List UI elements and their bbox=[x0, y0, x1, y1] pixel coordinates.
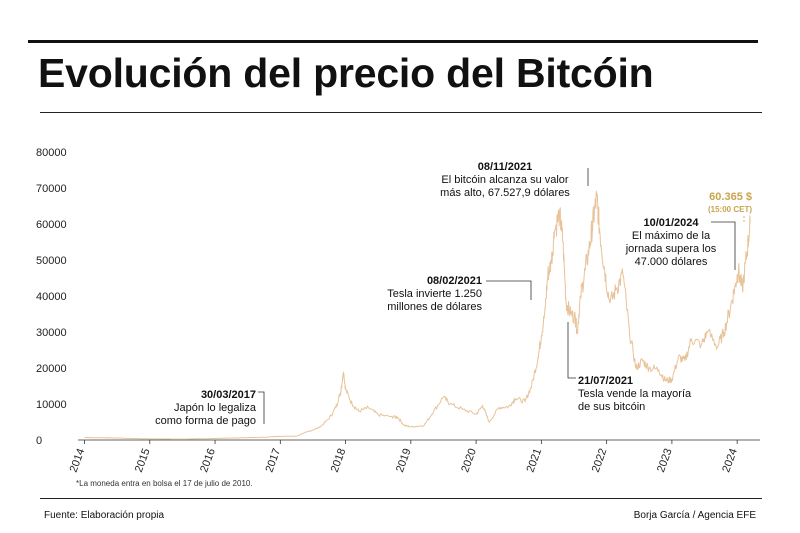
annotation-text: millones de dólares bbox=[387, 301, 482, 313]
annotation-text: El máximo de la bbox=[632, 230, 711, 242]
x-tick-label: 2014 bbox=[68, 447, 88, 474]
annotation-date: 21/07/2021 bbox=[578, 375, 633, 387]
annotation-leader-line bbox=[711, 221, 736, 270]
annotation-text: Tesla vende la mayoría bbox=[578, 388, 692, 400]
annotation-text: 47.000 dólares bbox=[635, 256, 708, 268]
annotation-text: Japón lo legaliza bbox=[174, 402, 257, 414]
annotation-text: El bitcóin alcanza su valor bbox=[441, 174, 569, 186]
y-tick-label: 0 bbox=[36, 435, 42, 447]
page-title: Evolución del precio del Bitcóin bbox=[38, 50, 654, 96]
y-tick-label: 80000 bbox=[36, 147, 67, 159]
source-label: Fuente: Elaboración propia bbox=[44, 510, 165, 521]
x-tick-label: 2015 bbox=[133, 447, 153, 474]
x-tick-label: 2017 bbox=[263, 447, 283, 474]
annotation-date: 08/02/2021 bbox=[427, 275, 482, 287]
x-tick-label: 2024 bbox=[720, 447, 740, 474]
top-rule bbox=[28, 40, 758, 43]
title-divider bbox=[40, 112, 762, 113]
y-tick-label: 60000 bbox=[36, 219, 67, 231]
annotation-text: como forma de pago bbox=[155, 415, 256, 427]
price-series-line bbox=[84, 190, 751, 440]
y-tick-label: 40000 bbox=[36, 291, 67, 303]
x-tick-label: 2021 bbox=[525, 447, 545, 474]
y-tick-label: 30000 bbox=[36, 327, 67, 339]
x-tick-label: 2022 bbox=[590, 447, 610, 474]
x-tick-label: 2019 bbox=[394, 447, 414, 474]
x-tick-label: 2016 bbox=[198, 447, 218, 474]
annotation-date: 30/03/2017 bbox=[201, 389, 256, 401]
annotation-text: jornada supera los bbox=[625, 243, 717, 255]
x-axis: 2014 2015 2016 2017 2018 2019 2020 2021 2022 2023… bbox=[68, 439, 760, 474]
annotation-leader-line bbox=[258, 391, 265, 424]
current-price-note: (15:00 CET) bbox=[708, 205, 752, 214]
annotation-leader-line bbox=[486, 280, 532, 300]
x-tick-label: 2018 bbox=[329, 447, 349, 474]
annotation-date: 10/01/2024 bbox=[643, 217, 699, 229]
annotation-date: 08/11/2021 bbox=[478, 161, 532, 173]
x-tick-label: 2020 bbox=[459, 447, 479, 474]
y-tick-label: 10000 bbox=[36, 399, 67, 411]
y-tick-label: 70000 bbox=[36, 183, 67, 195]
credit-label: Borja García / Agencia EFE bbox=[633, 510, 756, 521]
footnote: *La moneda entra en bolsa el 17 de julio… bbox=[76, 479, 253, 488]
footer-divider bbox=[40, 498, 762, 499]
annotation-text: más alto, 67.527,9 dólares bbox=[440, 187, 570, 199]
current-price-value: 60.365 $ bbox=[709, 191, 752, 203]
y-tick-label: 20000 bbox=[36, 363, 67, 375]
x-tick-label: 2023 bbox=[655, 447, 675, 474]
y-axis: 0 10000 20000 30000 40000 50000 60000 70000 8000… bbox=[36, 147, 67, 447]
annotation-text: de sus bitcóin bbox=[578, 401, 645, 413]
y-tick-label: 50000 bbox=[36, 255, 67, 267]
annotation-leader-line bbox=[567, 322, 576, 379]
current-price-label: 60.365 $ (15:00 CET) bbox=[708, 191, 752, 223]
series-layer bbox=[84, 190, 751, 440]
annotation-text: Tesla invierte 1.250 bbox=[387, 288, 482, 300]
